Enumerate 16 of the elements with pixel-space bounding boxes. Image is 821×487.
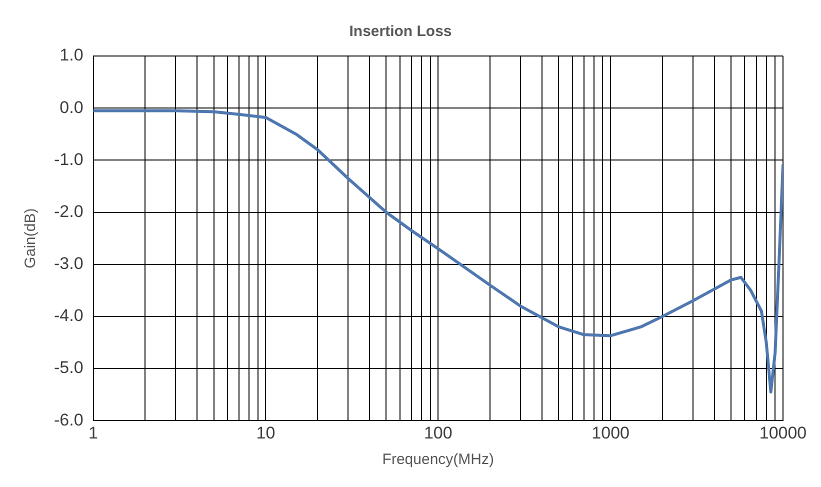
y-tick-label: 0.0	[60, 98, 84, 117]
y-tick-label: -4.0	[54, 306, 84, 326]
y-tick-label: -2.0	[54, 202, 84, 221]
x-tick-label: 100	[424, 423, 452, 442]
y-tick-label: -5.0	[54, 358, 84, 378]
y-tick-label: 1.0	[60, 46, 84, 65]
x-tick-label: 1000	[592, 423, 630, 442]
y-tick-label: -6.0	[54, 410, 84, 430]
x-axis-title: Frequency(MHz)	[382, 451, 494, 468]
y-tick-label: -1.0	[54, 150, 84, 169]
y-tick-label: -3.0	[54, 254, 84, 274]
x-tick-label: 10	[256, 423, 276, 442]
y-axis-title: Gain(dB)	[22, 208, 40, 268]
chart-title: Insertion Loss	[349, 23, 452, 40]
x-tick-label: 10000	[759, 423, 807, 442]
x-tick-label: 1	[88, 423, 98, 442]
